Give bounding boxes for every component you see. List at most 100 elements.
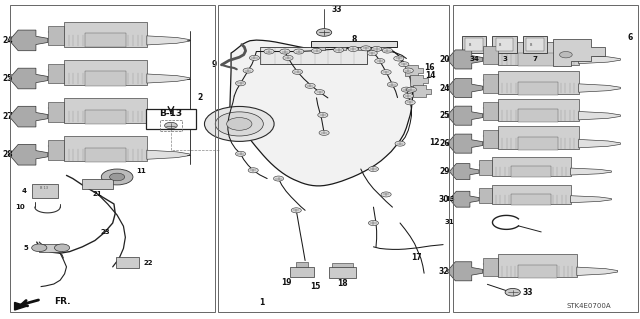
Circle shape: [382, 48, 392, 53]
Circle shape: [505, 288, 520, 296]
Bar: [218, 5, 449, 312]
Circle shape: [394, 56, 404, 61]
Circle shape: [375, 58, 385, 63]
Polygon shape: [577, 267, 618, 276]
Text: B: B: [468, 43, 471, 47]
Text: B: B: [529, 43, 532, 47]
Circle shape: [406, 87, 417, 92]
Bar: [378, 47, 386, 50]
Text: 29: 29: [439, 167, 449, 176]
Text: 27: 27: [2, 112, 13, 121]
Polygon shape: [9, 30, 48, 51]
Bar: [518, 265, 557, 278]
Bar: [312, 41, 397, 47]
Text: 14: 14: [426, 71, 436, 80]
Bar: [329, 268, 356, 278]
Circle shape: [403, 93, 413, 99]
Polygon shape: [553, 39, 605, 66]
Circle shape: [315, 90, 324, 95]
Circle shape: [236, 151, 246, 156]
Text: 5: 5: [24, 245, 29, 251]
Bar: [465, 38, 483, 50]
Circle shape: [348, 47, 358, 51]
Bar: [64, 136, 147, 161]
Bar: [492, 185, 571, 204]
Bar: [479, 160, 492, 175]
Bar: [483, 130, 498, 148]
Bar: [39, 244, 62, 252]
Bar: [64, 22, 147, 47]
Circle shape: [403, 68, 413, 73]
Polygon shape: [9, 145, 48, 165]
Text: 32: 32: [439, 267, 449, 276]
Circle shape: [215, 112, 263, 136]
Bar: [518, 109, 559, 122]
Text: 33: 33: [523, 288, 533, 297]
Circle shape: [312, 48, 321, 53]
Polygon shape: [147, 112, 189, 121]
Circle shape: [280, 49, 290, 54]
Text: 24: 24: [439, 84, 449, 93]
Circle shape: [243, 68, 253, 73]
Circle shape: [236, 81, 246, 86]
Circle shape: [264, 49, 274, 54]
Text: 30: 30: [439, 195, 449, 204]
Circle shape: [401, 87, 412, 92]
Bar: [483, 102, 498, 120]
Bar: [518, 137, 559, 150]
Bar: [483, 257, 498, 276]
Bar: [48, 140, 64, 160]
Circle shape: [367, 50, 377, 56]
Polygon shape: [410, 75, 428, 86]
Text: 10: 10: [15, 204, 26, 210]
Circle shape: [273, 176, 284, 181]
Text: 15: 15: [310, 282, 321, 291]
Polygon shape: [147, 36, 189, 45]
Circle shape: [250, 55, 260, 60]
Bar: [498, 254, 577, 277]
Bar: [358, 47, 366, 50]
Circle shape: [248, 168, 259, 173]
Text: 13: 13: [445, 196, 454, 202]
Bar: [85, 110, 126, 124]
Text: 31: 31: [445, 219, 454, 226]
Polygon shape: [449, 164, 479, 180]
Text: B: B: [499, 43, 501, 47]
Circle shape: [101, 169, 133, 185]
Bar: [116, 257, 140, 269]
Polygon shape: [9, 106, 48, 127]
Text: 28: 28: [2, 150, 13, 159]
Circle shape: [319, 130, 329, 135]
Bar: [511, 194, 551, 204]
Circle shape: [305, 83, 316, 88]
Text: 25: 25: [439, 111, 449, 120]
Bar: [85, 148, 126, 162]
Bar: [64, 60, 147, 85]
Circle shape: [54, 244, 70, 252]
Bar: [498, 99, 579, 122]
Text: 2: 2: [198, 93, 203, 102]
Polygon shape: [579, 55, 620, 64]
Text: 19: 19: [282, 278, 292, 287]
Text: 26: 26: [439, 139, 449, 148]
Polygon shape: [447, 78, 483, 98]
Circle shape: [361, 46, 371, 51]
Bar: [332, 263, 353, 268]
Bar: [452, 5, 638, 312]
Text: 24: 24: [2, 36, 13, 45]
Polygon shape: [15, 302, 27, 310]
Polygon shape: [405, 65, 423, 76]
Text: 6: 6: [628, 33, 633, 42]
Bar: [48, 64, 64, 84]
Bar: [511, 166, 551, 177]
Circle shape: [372, 47, 381, 51]
Text: 25: 25: [3, 74, 13, 83]
Bar: [492, 36, 516, 53]
Polygon shape: [447, 134, 483, 153]
Bar: [64, 98, 147, 123]
Circle shape: [381, 192, 391, 197]
Circle shape: [317, 29, 332, 36]
Bar: [48, 102, 64, 122]
Text: 3: 3: [502, 56, 507, 62]
Text: 8: 8: [351, 35, 356, 44]
